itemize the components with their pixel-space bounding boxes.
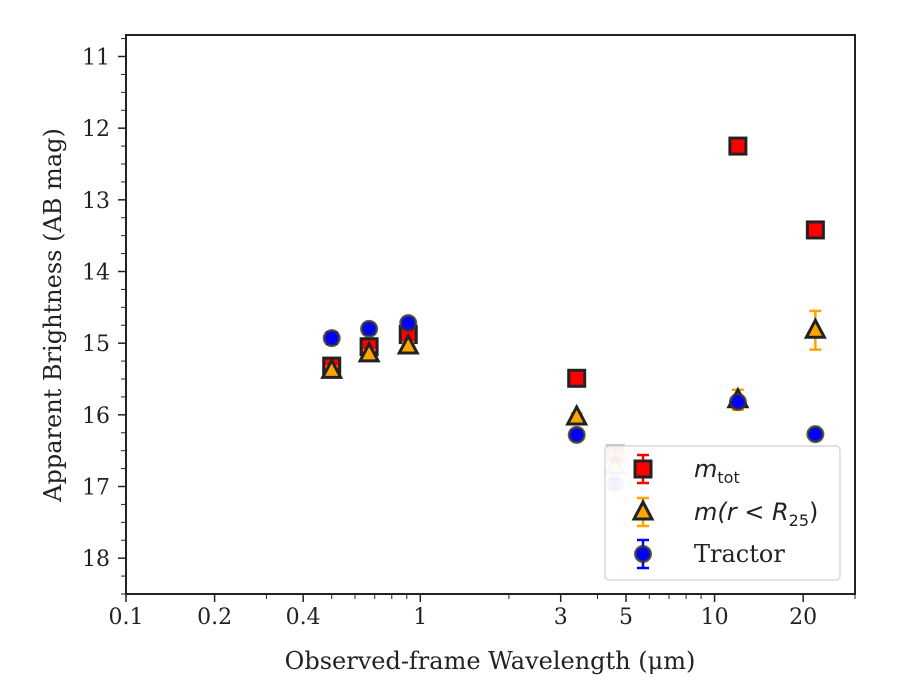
x-tick-label: 3 xyxy=(554,605,568,630)
legend-label: m(r < R25) xyxy=(694,498,818,530)
y-tick-label: 12 xyxy=(82,117,110,142)
x-axis-label: Observed-frame Wavelength (μm) xyxy=(285,647,696,675)
y-tick-label: 14 xyxy=(82,261,110,286)
plot-frame xyxy=(125,34,856,595)
legend-marker xyxy=(634,545,652,563)
data-point xyxy=(567,368,587,388)
data-point xyxy=(806,425,825,444)
y-tick-label: 11 xyxy=(82,46,110,71)
data-point xyxy=(357,340,381,363)
y-tick-label: 15 xyxy=(82,332,110,357)
data-point xyxy=(728,136,748,156)
x-tick-label: 10 xyxy=(701,605,729,630)
x-tick-label: 0.4 xyxy=(286,605,321,630)
data-point xyxy=(322,329,341,348)
legend-marker xyxy=(633,459,653,479)
data-point xyxy=(399,314,418,333)
y-tick-label: 17 xyxy=(82,476,110,501)
legend-item: m(r < R25) xyxy=(631,496,818,530)
x-tick-label: 5 xyxy=(619,605,633,630)
y-tick-label: 18 xyxy=(82,547,110,572)
y-tick-label: 13 xyxy=(82,189,110,214)
x-tick-label: 0.2 xyxy=(197,605,232,630)
data-point xyxy=(803,317,827,339)
data-point xyxy=(805,220,825,240)
data-point xyxy=(565,403,589,426)
legend-marker xyxy=(631,498,655,521)
y-axis-label: Apparent Brightness (AB mag) xyxy=(39,128,67,503)
y-axis-ticks: 11 12 13 14 15 16 17 18 xyxy=(82,38,126,595)
legend: mtot m(r < R25) Tractor xyxy=(604,445,841,581)
legend-label: Tractor xyxy=(694,540,785,568)
y-tick-label: 16 xyxy=(82,404,110,429)
legend-item: mtot xyxy=(633,453,740,487)
legend-label: mtot xyxy=(694,455,740,487)
x-tick-label: 1 xyxy=(413,605,427,630)
x-tick-label: 20 xyxy=(789,605,817,630)
legend-item: Tractor xyxy=(634,538,785,570)
x-axis-ticks: 0.1 0.2 0.4 1 3 5 10 20 xyxy=(109,594,856,630)
data-point xyxy=(320,357,344,379)
legend-box xyxy=(604,445,841,581)
data-point xyxy=(567,425,586,444)
data-point xyxy=(396,332,420,355)
data-point xyxy=(360,319,379,338)
data-point xyxy=(728,392,747,411)
x-tick-label: 0.1 xyxy=(109,605,144,630)
